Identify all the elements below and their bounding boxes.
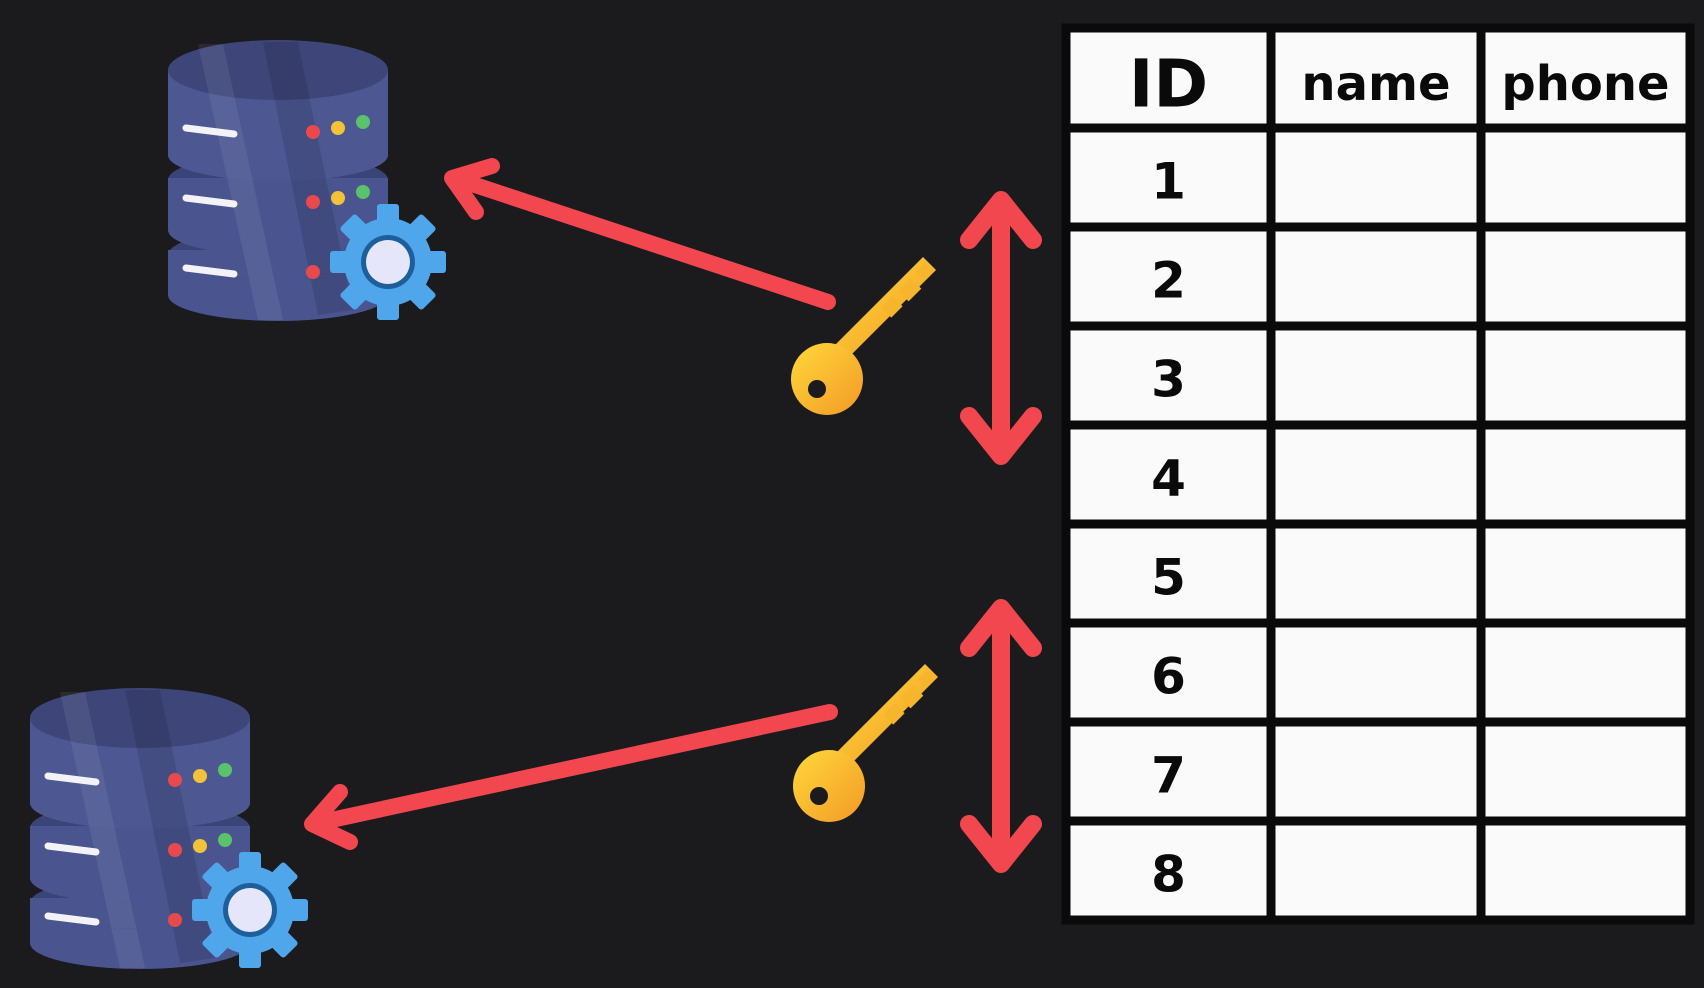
table-header-cell: ID [1129, 46, 1208, 123]
table-id-cell: 5 [1151, 549, 1186, 607]
table-id-cell: 2 [1151, 252, 1186, 310]
table-id-cell: 3 [1151, 351, 1186, 409]
table-id-cell: 6 [1151, 648, 1186, 706]
key-icon [791, 257, 936, 415]
range-arrow-rows-1-4 [969, 200, 1033, 456]
key-icon [793, 664, 938, 822]
data-table: ID name phone 1 2 3 4 5 6 7 8 [1061, 23, 1695, 925]
table-id-cell: 1 [1151, 153, 1186, 211]
table-id-cell: 7 [1151, 747, 1186, 805]
table-id-cell: 4 [1151, 450, 1186, 508]
gear-icon [192, 852, 308, 968]
table-id-cell: 8 [1151, 846, 1186, 904]
range-arrow-rows-5-8 [969, 608, 1033, 864]
table-header-cell: phone [1501, 56, 1669, 112]
route-arrow-to-shard-1 [444, 158, 836, 310]
table-background [1066, 28, 1690, 920]
route-arrow-to-shard-2 [304, 704, 838, 850]
gear-icon [330, 204, 446, 320]
table-header-cell: name [1301, 56, 1450, 112]
